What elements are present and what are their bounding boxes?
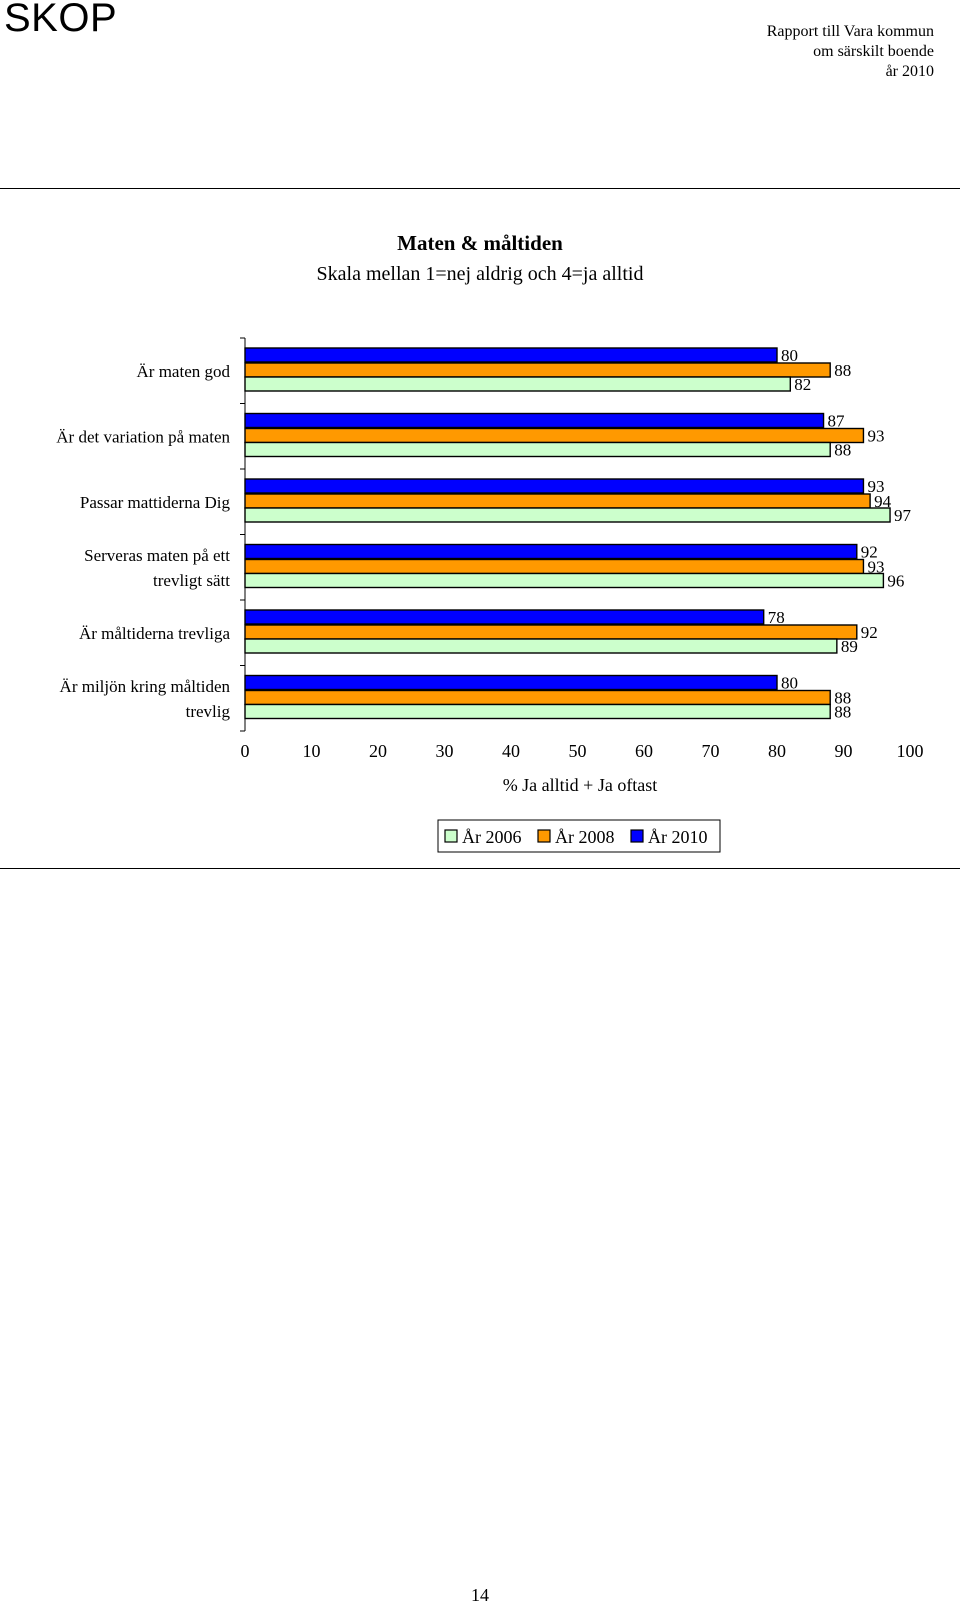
bar	[244, 703, 831, 720]
x-tick-label: 30	[436, 741, 454, 761]
data-label: 87	[828, 412, 846, 431]
x-tick-label: 80	[768, 741, 786, 761]
bar	[244, 362, 831, 378]
bar	[244, 412, 825, 429]
x-tick-label: 20	[369, 741, 387, 761]
data-label: 88	[834, 703, 851, 722]
legend-label: År 2006	[462, 827, 522, 847]
data-label: 89	[841, 637, 858, 656]
legend: År 2006 År 2008 År 2010	[437, 819, 721, 853]
category-label: trevligt sätt	[153, 571, 230, 590]
bar	[244, 572, 885, 589]
bar	[244, 609, 765, 625]
data-label: 88	[834, 441, 851, 460]
bar	[244, 347, 778, 363]
chart-title: Maten & måltiden	[397, 231, 563, 255]
report-line: år 2010	[885, 63, 934, 80]
x-tick-label: 10	[303, 741, 321, 761]
data-label: 96	[887, 572, 904, 591]
category-label: Är det variation på maten	[56, 428, 230, 447]
legend-label: År 2010	[648, 827, 708, 847]
category-label: Passar mattiderna Dig	[80, 493, 231, 512]
report-line: Rapport till Vara kommun	[766, 23, 934, 40]
data-label: 80	[781, 346, 798, 365]
page-number: 14	[471, 1585, 489, 1605]
bar	[244, 624, 858, 640]
data-label: 93	[867, 558, 884, 577]
bar	[244, 376, 791, 392]
bar	[244, 543, 858, 560]
report-line: om särskilt boende	[813, 43, 934, 60]
bar	[244, 507, 891, 523]
data-label: 97	[894, 506, 912, 525]
report-header: Rapport till Vara kommun om särskilt boe…	[767, 22, 934, 82]
legend-swatch	[444, 829, 458, 843]
bar	[244, 674, 778, 691]
header-divider	[0, 188, 960, 189]
page-divider	[0, 868, 960, 869]
category-label: Är maten god	[137, 362, 231, 381]
category-label: Serveras maten på ett	[84, 546, 230, 565]
data-label: 92	[861, 623, 878, 642]
chart-subtitle: Skala mellan 1=nej aldrig och 4=ja allti…	[317, 263, 644, 285]
category-label: Är miljön kring måltiden	[60, 677, 231, 696]
x-tick-label: 0	[241, 741, 250, 761]
bar	[244, 427, 865, 444]
legend-label: År 2008	[555, 827, 615, 847]
skop-logo: SKOP	[4, 0, 118, 40]
x-tick-label: 70	[702, 741, 720, 761]
bar	[244, 689, 831, 706]
bar	[244, 478, 865, 494]
bar	[244, 558, 865, 575]
data-label: 82	[794, 375, 811, 394]
data-label: 78	[768, 608, 785, 627]
data-label: 80	[781, 674, 798, 693]
bar	[244, 441, 831, 458]
bar	[244, 493, 871, 509]
legend-box	[437, 819, 721, 853]
category-label: Är måltiderna trevliga	[79, 624, 231, 643]
legend-swatch	[537, 829, 551, 843]
data-label: 88	[834, 361, 851, 380]
x-tick-label: 90	[835, 741, 853, 761]
x-tick-label: 60	[635, 741, 653, 761]
data-label: 92	[861, 543, 878, 562]
plot-area: Är maten god Är det variation på maten Pas…	[56, 337, 924, 761]
data-label: 93	[867, 427, 884, 446]
data-label: 93	[867, 477, 884, 496]
legend-swatch	[630, 829, 644, 843]
category-label: trevlig	[186, 702, 231, 721]
data-label: 94	[874, 492, 892, 511]
x-tick-label: 100	[897, 741, 924, 761]
bar	[244, 638, 838, 654]
x-axis-label: % Ja alltid + Ja oftast	[503, 775, 658, 795]
data-label: 88	[834, 689, 851, 708]
x-tick-label: 40	[502, 741, 520, 761]
x-tick-label: 50	[569, 741, 587, 761]
bar-chart: Maten & måltiden Skala mellan 1=nej aldr…	[56, 231, 924, 853]
